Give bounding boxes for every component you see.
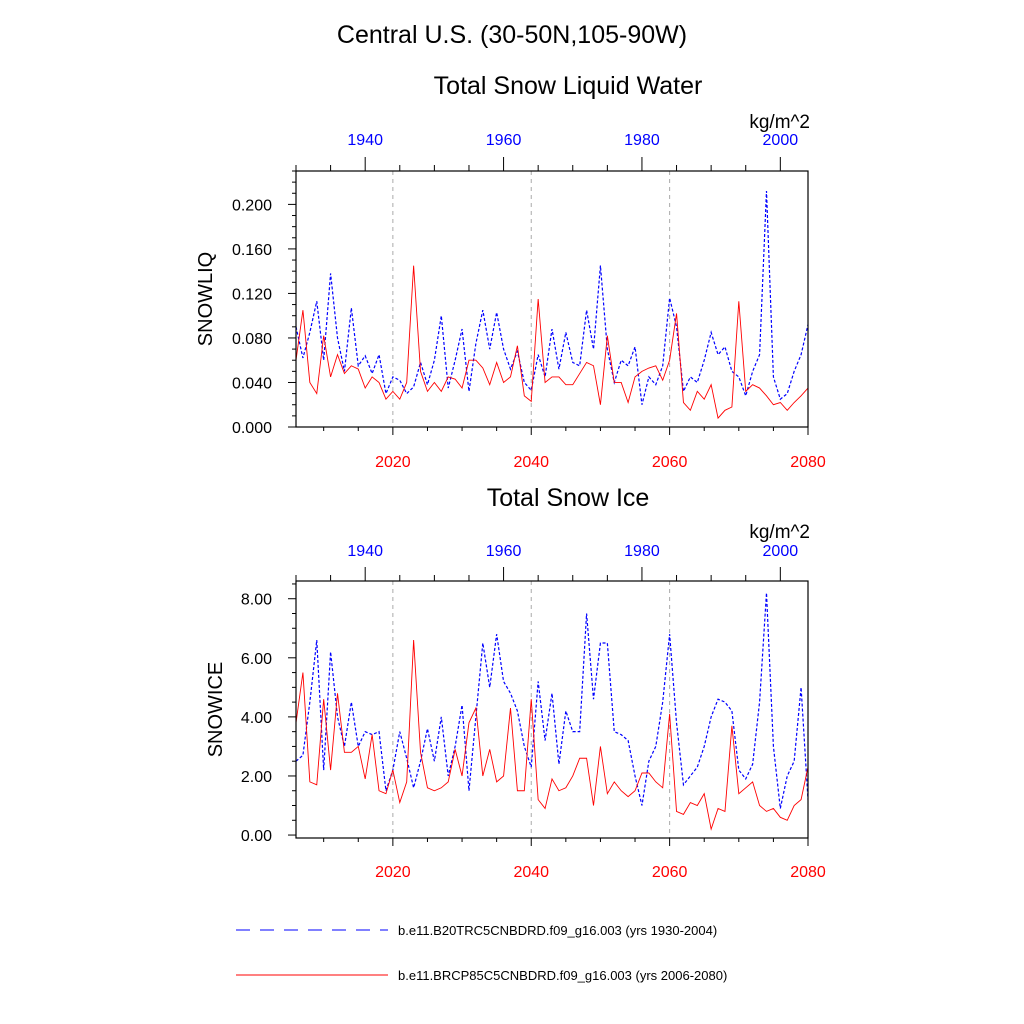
x-top-tick-label: 1960 <box>486 132 522 149</box>
legend: b.e11.B20TRC5CNBDRD.f09_g16.003 (yrs 193… <box>236 923 727 983</box>
panel-1: Total Snow Liquid Water kg/m^2 0.000 0.040 0… <box>195 72 826 471</box>
y-tick-label: 4.00 <box>241 710 272 727</box>
plot-frame <box>295 170 809 428</box>
series-line-future <box>296 640 808 831</box>
main-title: Central U.S. (30-50N,105-90W) <box>337 21 687 49</box>
y-tick-label: 0.040 <box>232 375 272 392</box>
x-bottom-tick-label: 2040 <box>513 454 549 471</box>
series-line-historical <box>296 592 808 809</box>
y-axis-label: SNOWLIQ <box>195 252 217 346</box>
x-bottom-tick-label: 2080 <box>790 454 826 471</box>
x-bottom-tick-label: 2040 <box>513 864 549 881</box>
x-top-tick-label: 1940 <box>347 132 383 149</box>
units-label: kg/m^2 <box>749 112 810 133</box>
legend-label: b.e11.BRCP85C5CNBDRD.f09_g16.003 (yrs 20… <box>398 968 727 983</box>
y-tick-label: 6.00 <box>241 651 272 668</box>
legend-label: b.e11.B20TRC5CNBDRD.f09_g16.003 (yrs 193… <box>398 923 717 938</box>
series-line-historical <box>296 191 808 405</box>
plot-frame <box>295 580 809 839</box>
x-top-tick-label: 1980 <box>624 543 660 560</box>
y-tick-label: 2.00 <box>241 769 272 786</box>
y-tick-label: 0.080 <box>232 331 272 348</box>
panel-title: Total Snow Ice <box>487 484 650 512</box>
y-tick-label: 0.000 <box>232 420 272 437</box>
y-tick-label: 0.00 <box>241 828 272 845</box>
panel-title: Total Snow Liquid Water <box>434 72 703 100</box>
y-tick-label: 0.160 <box>232 242 272 259</box>
x-bottom-tick-label: 2020 <box>375 864 411 881</box>
x-bottom-tick-label: 2020 <box>375 454 411 471</box>
y-tick-label: 0.120 <box>232 286 272 303</box>
x-top-tick-label: 1960 <box>486 543 522 560</box>
panel-2: Total Snow Ice kg/m^2 0.00 2.00 4.00 6.00 8.00… <box>205 484 826 881</box>
series-line-future <box>296 265 808 420</box>
x-top-tick-label: 1980 <box>624 132 660 149</box>
x-top-tick-label: 2000 <box>763 543 799 560</box>
y-axis-label: SNOWICE <box>205 662 227 758</box>
x-bottom-tick-label: 2060 <box>652 454 688 471</box>
x-bottom-tick-label: 2080 <box>790 864 826 881</box>
y-tick-label: 0.200 <box>232 197 272 214</box>
x-bottom-tick-label: 2060 <box>652 864 688 881</box>
y-tick-label: 8.00 <box>241 592 272 609</box>
x-top-tick-label: 2000 <box>763 132 799 149</box>
x-top-tick-label: 1940 <box>347 543 383 560</box>
units-label: kg/m^2 <box>749 522 810 543</box>
